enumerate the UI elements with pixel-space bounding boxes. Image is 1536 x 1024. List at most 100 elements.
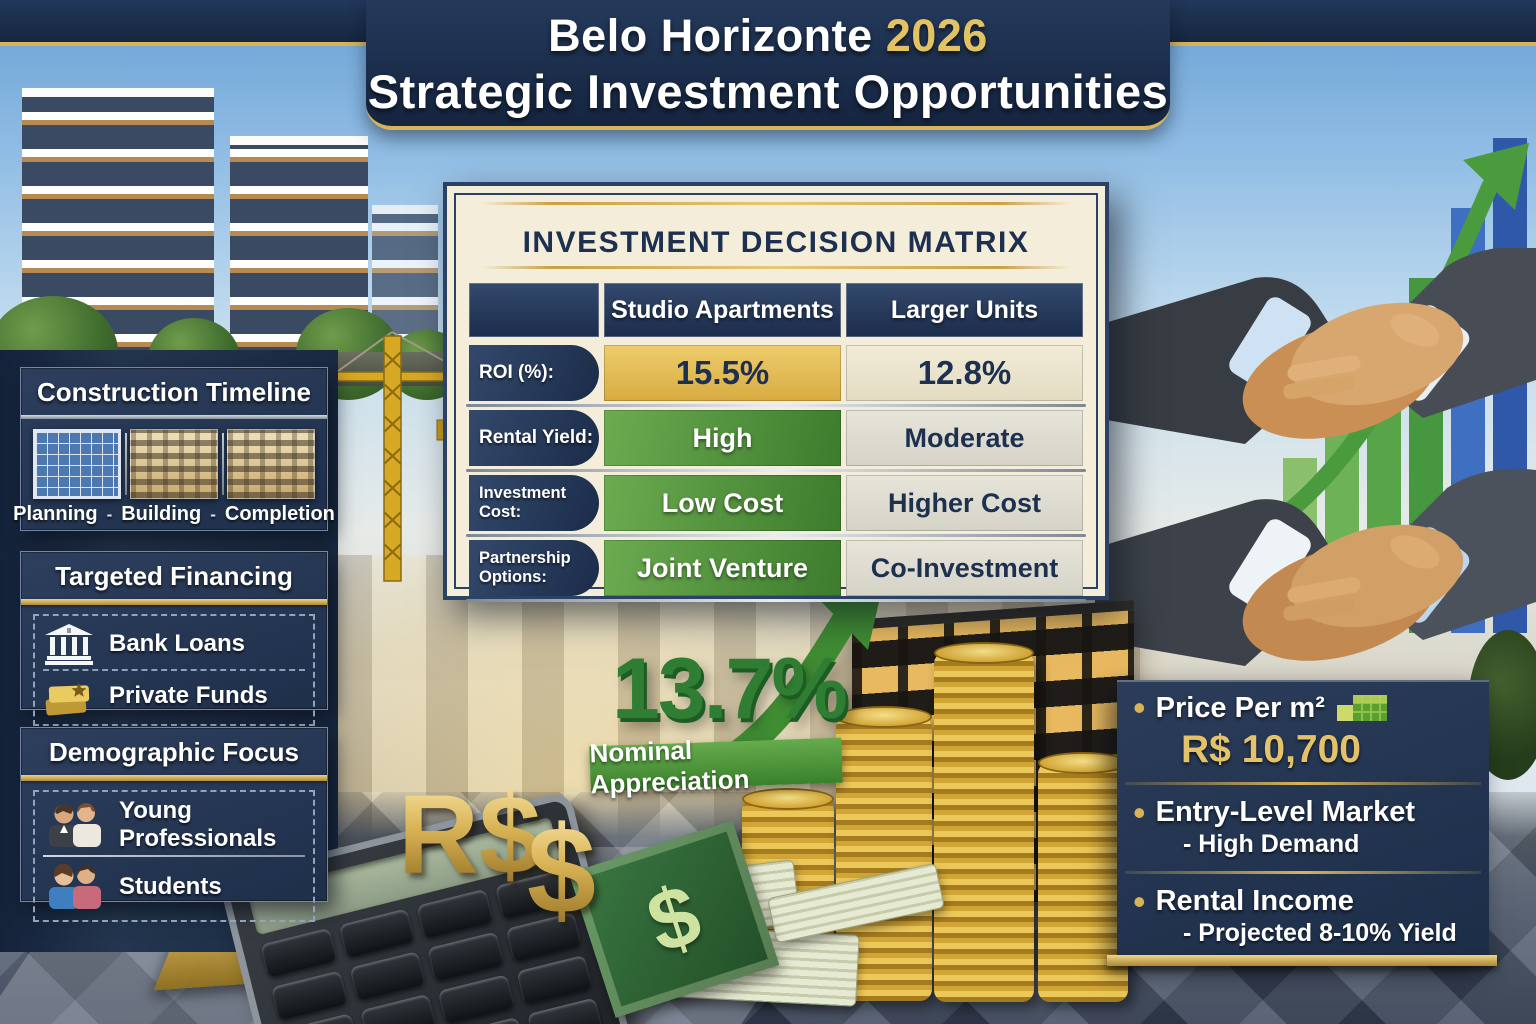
- poster-title-line2: Strategic Investment Opportunities: [367, 65, 1169, 118]
- yield-studio-value: High: [604, 410, 841, 466]
- cost-larger-value: Higher Cost: [846, 475, 1083, 531]
- gold-rule: [481, 266, 1071, 269]
- real-currency-symbol: R$: [398, 772, 542, 897]
- price-blocks-icon: [1336, 695, 1387, 721]
- market-highlights-panel: • Price Per m² R$ 10,700 • Entry-Level M…: [1107, 680, 1497, 966]
- completed-building-thumbnail: [227, 429, 315, 499]
- list-item: Young Professionals: [43, 795, 305, 855]
- table-row: ROI (%): 15.5% 12.8%: [466, 345, 1086, 407]
- gold-rule: [481, 202, 1071, 205]
- bank-icon: [45, 624, 93, 665]
- appreciation-label: Nominal Appreciation: [588, 734, 750, 799]
- handshake-photos: [1095, 248, 1536, 666]
- financing-items: Bank Loans Private Funds: [33, 614, 315, 726]
- stage-building: Building: [121, 503, 202, 525]
- financing-item-label: Bank Loans: [109, 630, 246, 657]
- dollar-sign: $: [636, 865, 712, 972]
- gold-divider: [1125, 782, 1481, 785]
- divider: [221, 433, 224, 495]
- table-row: Investment Cost: Low Cost Higher Cost: [466, 475, 1086, 537]
- bullet-icon: •: [1133, 880, 1146, 922]
- partnership-studio-value: Joint Venture: [604, 540, 841, 596]
- building-thumbnail: [130, 429, 218, 499]
- matrix-header-empty: [469, 283, 599, 337]
- dashed-divider: [43, 669, 305, 671]
- appreciation-ribbon: Nominal Appreciation: [589, 734, 843, 799]
- row-label: Investment Cost:: [469, 475, 599, 531]
- title-banner: Belo Horizonte 2026 Strategic Investment…: [366, 0, 1170, 130]
- students-icon: [49, 863, 101, 909]
- demographic-focus-panel: Demographic Focus Young Professionals: [20, 727, 328, 922]
- yield-larger-value: Moderate: [846, 410, 1083, 466]
- appreciation-callout: 13.7% Nominal Appreciation: [588, 578, 898, 803]
- matrix-header-studio: Studio Apartments: [604, 283, 841, 337]
- calculator-key: [515, 954, 593, 1005]
- demographic-items: Young Professionals Students: [33, 790, 315, 922]
- poster-title-line1: Belo Horizonte 2026: [366, 10, 1170, 62]
- matrix-title: INVESTMENT DECISION MATRIX: [522, 226, 1030, 259]
- price-per-m2-value: R$ 10,700: [1181, 728, 1361, 771]
- financing-item-label: Private Funds: [109, 682, 268, 709]
- calculator-key: [270, 970, 348, 1021]
- gold-bottom-bar: [1107, 955, 1497, 966]
- calculator-key: [338, 908, 415, 959]
- highlight-title: Rental Income: [1155, 885, 1354, 917]
- roi-studio-value: 15.5%: [604, 345, 841, 401]
- matrix-table: Studio Apartments Larger Units ROI (%): …: [466, 283, 1086, 605]
- calculator-key: [260, 927, 337, 978]
- matrix-header-larger: Larger Units: [846, 283, 1083, 337]
- list-item: Private Funds: [43, 671, 305, 721]
- young-professionals-icon: [49, 803, 101, 847]
- row-label: Rental Yield:: [469, 410, 599, 466]
- targeted-financing-panel: Targeted Financing Bank Loans: [20, 551, 328, 726]
- stage-planning: Planning: [13, 503, 98, 525]
- highlight-rental-income: • Rental Income - Projected 8-10% Yield: [1117, 876, 1489, 958]
- list-item: Students: [43, 857, 305, 917]
- stage-completion: Completion: [224, 503, 335, 525]
- calculator-key: [526, 997, 604, 1024]
- coin-stack: [934, 642, 1034, 1002]
- highlight-entry-level: • Entry-Level Market - High Demand: [1117, 787, 1489, 869]
- bullet-icon: •: [1133, 791, 1146, 833]
- highlight-subtext: - High Demand: [1183, 830, 1360, 858]
- highlight-title: Entry-Level Market: [1155, 796, 1416, 828]
- table-row: Rental Yield: High Moderate: [466, 410, 1086, 472]
- stage-separator: -: [210, 504, 216, 524]
- demographic-item-label: Young Professionals: [119, 797, 277, 852]
- coin-stack: [1038, 752, 1128, 1002]
- row-label: ROI (%):: [469, 345, 599, 401]
- construction-timeline-panel: Construction Timeline Planning - Buildin…: [13, 367, 335, 534]
- handshake-top: [1095, 248, 1536, 444]
- gold-divider: [1125, 871, 1481, 874]
- handshake-bottom: [1095, 468, 1536, 666]
- cost-studio-value: Low Cost: [604, 475, 841, 531]
- partnership-larger-value: Co-Investment: [846, 540, 1083, 596]
- panel-title: Targeted Financing: [55, 561, 293, 591]
- highlight-title: Price Per m²: [1155, 691, 1325, 724]
- demographic-item-label: Students: [119, 873, 222, 900]
- divider: [43, 855, 305, 857]
- bullet-icon: •: [1133, 687, 1146, 728]
- calculator-key: [427, 931, 504, 982]
- investment-decision-matrix-panel: INVESTMENT DECISION MATRIX Studio Apartm…: [443, 182, 1109, 602]
- gold-divider: [21, 775, 327, 781]
- matrix-header-row: Studio Apartments Larger Units: [469, 283, 1083, 337]
- calculator-key: [359, 993, 437, 1024]
- stage-separator: -: [106, 504, 113, 524]
- calculator-key: [437, 974, 515, 1024]
- highlight-price: • Price Per m² R$ 10,700: [1117, 682, 1489, 780]
- title-city: Belo Horizonte: [548, 10, 873, 61]
- appreciation-value: 13.7%: [612, 641, 848, 737]
- title-year: 2026: [885, 10, 988, 61]
- divider: [124, 433, 127, 495]
- panel-title: Construction Timeline: [37, 377, 311, 407]
- roi-larger-value: 12.8%: [846, 345, 1083, 401]
- dollar-currency-symbol: $: [527, 802, 596, 940]
- divider: [21, 415, 327, 419]
- highlight-subtext: - Projected 8-10% Yield: [1183, 919, 1457, 947]
- construction-stages: [33, 428, 315, 500]
- row-label: Partnership Options:: [469, 540, 599, 596]
- table-row: Partnership Options: Joint Venture Co-In…: [466, 540, 1086, 602]
- stage-labels: Planning - Building - Completion: [13, 503, 335, 534]
